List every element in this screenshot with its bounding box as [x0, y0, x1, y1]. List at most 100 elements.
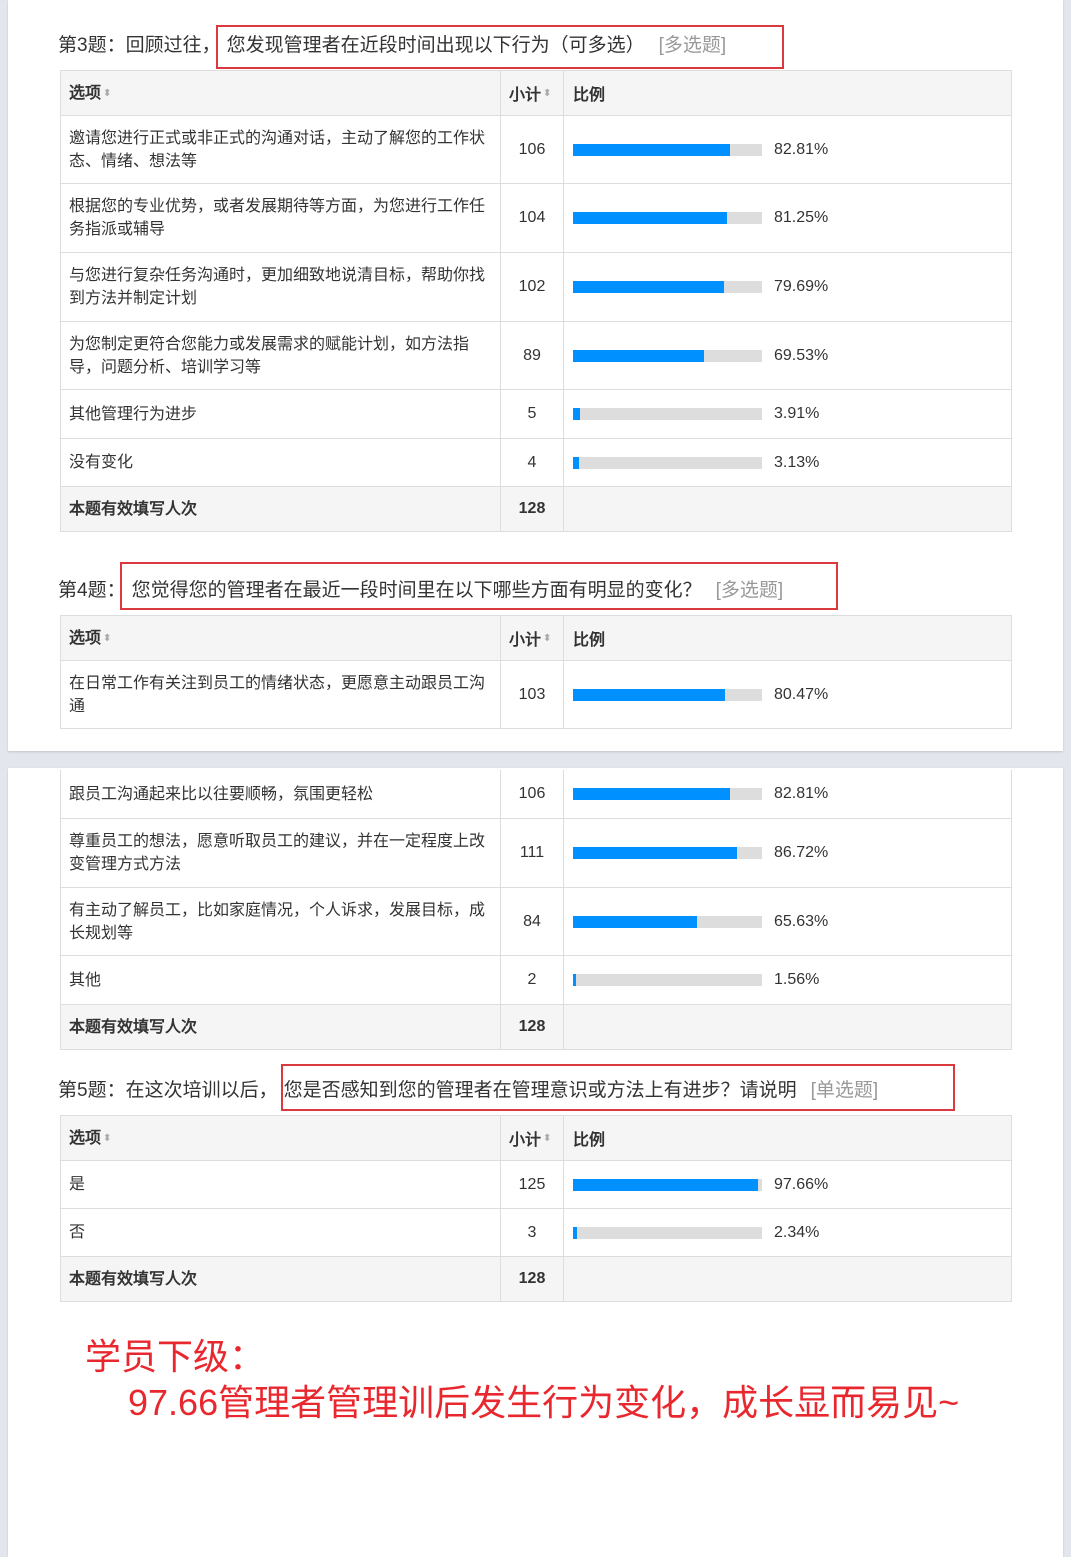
header-option[interactable]: 选项 ⬍	[61, 616, 501, 660]
q4-tag: [多选题]	[715, 580, 784, 601]
header-ratio-label: 比例	[573, 1132, 606, 1149]
table-row: 尊重员工的想法，愿意听取员工的建议，并在一定程度上改变管理方式方法 111 86.7…	[61, 818, 1011, 887]
option-label: 在日常工作有关注到员工的情绪状态，更愿意主动跟员工沟通	[61, 661, 501, 728]
percent-text: 82.81%	[774, 785, 829, 802]
header-ratio: 比例	[564, 1116, 1011, 1160]
sort-icon[interactable]: ⬍	[543, 87, 552, 99]
option-ratio: 82.81%	[564, 116, 1011, 183]
q4-prefix: 第4题：	[58, 580, 126, 601]
percent-text: 3.91%	[774, 405, 820, 422]
option-label: 是	[61, 1161, 501, 1208]
option-label: 没有变化	[61, 439, 501, 486]
percent-text: 79.69%	[774, 278, 829, 295]
footer-label: 本题有效填写人次	[61, 1005, 501, 1049]
footer-label: 本题有效填写人次	[61, 1257, 501, 1301]
option-ratio: 65.63%	[564, 888, 1011, 955]
option-ratio: 82.81%	[564, 770, 1011, 818]
table-row: 为您制定更符合您能力或发展需求的赋能计划，如方法指导，问题分析、培训学习等 89 6…	[61, 321, 1011, 389]
sort-icon[interactable]: ⬍	[543, 1132, 552, 1144]
q3-text: 您发现管理者在近段时间出现以下行为（可多选）	[226, 35, 645, 56]
q4-highlight-box	[120, 562, 838, 610]
option-ratio: 1.56%	[564, 956, 1011, 1004]
option-ratio: 79.69%	[564, 253, 1011, 321]
table-header: 选项 ⬍ 小计 ⬍ 比例	[61, 616, 1011, 660]
header-count[interactable]: 小计 ⬍	[501, 71, 564, 115]
progress-bar	[573, 915, 762, 928]
footer-count: 128	[501, 487, 564, 531]
progress-fill	[573, 408, 581, 420]
progress-fill	[573, 915, 698, 928]
header-option-label: 选项	[69, 629, 102, 647]
header-count-label: 小计	[509, 87, 542, 104]
q3-table: 选项 ⬍ 小计 ⬍ 比例 邀请您进行正式或非正式的沟通对话，主动了解您的工作状态、情绪、想…	[60, 70, 1012, 532]
table-row: 与您进行复杂任务沟通时，更加细致地说清目标，帮助你找到方法并制定计划 102 79.…	[61, 252, 1011, 321]
q5-table: 选项 ⬍ 小计 ⬍ 比例是 125 97.66% 否 3 2.34% 本题有效填写人次 128	[60, 1115, 1012, 1302]
option-count: 106	[501, 770, 564, 818]
option-label: 跟员工沟通起来比以往要顺畅，氛围更轻松	[61, 770, 501, 818]
table-row: 其他 2 1.56%	[61, 955, 1011, 1004]
percent-text: 97.66%	[774, 1175, 829, 1193]
table-row: 有主动了解员工，比如家庭情况，个人诉求，发展目标，成长规划等 84 65.63%	[61, 887, 1011, 955]
header-option[interactable]: 选项 ⬍	[61, 1116, 501, 1160]
q4-text: 您觉得您的管理者在最近一段时间里在以下哪些方面有明显的变化？	[131, 580, 702, 601]
footer-label: 本题有效填写人次	[61, 487, 501, 531]
option-count: 84	[501, 888, 564, 955]
table-row: 根据您的专业优势，或者发展期待等方面，为您进行工作任务指派或辅导 104 81.25…	[61, 183, 1011, 252]
option-ratio: 97.66%	[564, 1161, 1011, 1208]
option-ratio: 69.53%	[564, 322, 1011, 389]
q3-prefix: 第3题：回顾过往，	[58, 35, 221, 56]
percent-text: 65.63%	[774, 912, 829, 930]
table-header: 选项 ⬍ 小计 ⬍ 比例	[61, 71, 1011, 115]
q5-title: 第5题：在这次培训以后， 您是否感知到您的管理者在管理意识或方法上有进步？请说明 […	[58, 1075, 878, 1102]
q3-tag: [多选题]	[658, 35, 727, 56]
footer-count: 128	[501, 1005, 564, 1049]
q5-tag: [单选题]	[810, 1080, 879, 1101]
q5-highlight-box	[281, 1064, 955, 1111]
progress-bar	[573, 847, 762, 859]
option-count: 2	[501, 956, 564, 1004]
header-count-label: 小计	[509, 1132, 542, 1149]
table-footer: 本题有效填写人次 128	[61, 486, 1011, 531]
progress-bar	[573, 788, 762, 800]
header-count[interactable]: 小计 ⬍	[501, 1116, 564, 1160]
option-count: 125	[501, 1161, 564, 1208]
sort-icon[interactable]: ⬍	[103, 1132, 112, 1144]
option-count: 104	[501, 184, 564, 252]
header-count[interactable]: 小计 ⬍	[501, 616, 564, 660]
option-count: 3	[501, 1209, 564, 1256]
q3-title: 第3题：回顾过往， 您发现管理者在近段时间出现以下行为（可多选） [多选题]	[58, 30, 726, 57]
table-row: 否 3 2.34%	[61, 1208, 1011, 1256]
table-footer: 本题有效填写人次 128	[61, 1004, 1011, 1049]
progress-fill	[573, 788, 730, 800]
progress-fill	[573, 1226, 578, 1239]
option-label: 其他	[61, 956, 501, 1004]
table-row: 跟员工沟通起来比以往要顺畅，氛围更轻松 106 82.81%	[61, 770, 1011, 818]
header-option[interactable]: 选项 ⬍	[61, 71, 501, 115]
option-count: 106	[501, 116, 564, 183]
table-row: 没有变化 4 3.13%	[61, 438, 1011, 486]
footer-count: 128	[501, 1257, 564, 1301]
option-ratio: 3.91%	[564, 390, 1011, 438]
sort-icon[interactable]: ⬍	[543, 632, 552, 644]
option-count: 103	[501, 661, 564, 728]
q4-table-continued: 跟员工沟通起来比以往要顺畅，氛围更轻松 106 82.81% 尊重员工的想法，愿意听取…	[60, 770, 1012, 1050]
option-label: 否	[61, 1209, 501, 1256]
percent-text: 86.72%	[774, 844, 829, 861]
footer-empty	[564, 1005, 1011, 1049]
option-label: 尊重员工的想法，愿意听取员工的建议，并在一定程度上改变管理方式方法	[61, 819, 501, 887]
table-header: 选项 ⬍ 小计 ⬍ 比例	[61, 1116, 1011, 1160]
progress-bar	[573, 143, 762, 156]
table-row: 邀请您进行正式或非正式的沟通对话，主动了解您的工作状态、情绪、想法等 106 82.…	[61, 115, 1011, 183]
progress-bar	[573, 349, 762, 362]
progress-bar	[573, 1178, 762, 1191]
option-label: 根据您的专业优势，或者发展期待等方面，为您进行工作任务指派或辅导	[61, 184, 501, 252]
table-row: 在日常工作有关注到员工的情绪状态，更愿意主动跟员工沟通 103 80.47%	[61, 660, 1011, 728]
percent-text: 2.34%	[774, 1223, 820, 1241]
progress-bar	[573, 408, 762, 420]
header-count-label: 小计	[509, 632, 542, 649]
option-ratio: 86.72%	[564, 819, 1011, 887]
card-2	[8, 768, 1063, 1557]
sort-icon[interactable]: ⬍	[103, 87, 112, 99]
sort-icon[interactable]: ⬍	[103, 632, 112, 644]
q4-title: 第4题： 您觉得您的管理者在最近一段时间里在以下哪些方面有明显的变化？ [多选题]	[58, 575, 783, 602]
